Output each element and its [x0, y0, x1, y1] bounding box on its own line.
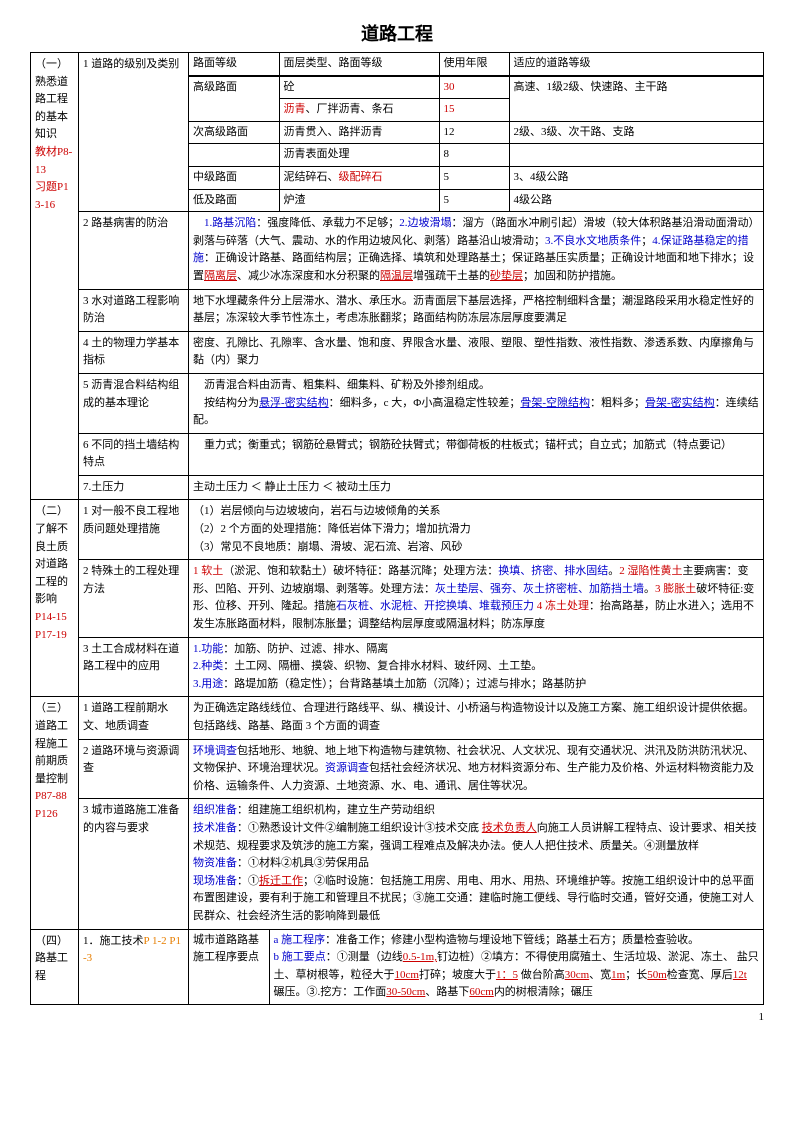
g6d: 4级公路	[509, 190, 763, 212]
sec2-header: （二）了解不良土质对道路工程的影响 P14-15 P17-19	[31, 500, 79, 697]
g3b: 沥青贯入、路拌沥青	[279, 122, 439, 144]
sec2-t3-txt: 1.功能：加筋、防护、过滤、排水、隔离 2.种类：土工网、隔栅、摸袋、织物、复合…	[189, 637, 764, 697]
g1d: 高速、1级2级、快速路、主干路	[509, 77, 763, 121]
grade-h2: 面层类型、路面等级	[279, 53, 439, 75]
sec1-t6: 6 不同的挡土墙结构特点	[79, 433, 189, 475]
sec1-header: （一）熟悉道路工程的基本知识 教材P8-13 习题P13-16	[31, 53, 79, 500]
g5b: 泥结碎石、级配碎石	[279, 167, 439, 189]
sec3-t2: 2 道路环境与资源调查	[79, 739, 189, 799]
sec1-t5: 5 沥青混合料结构组成的基本理论	[79, 373, 189, 433]
sec2-t3: 3 土工合成材料在道路工程中的应用	[79, 637, 189, 697]
sec4-header: （四）路基工程	[31, 929, 79, 1004]
g6b: 炉渣	[279, 190, 439, 212]
g3a: 次高级路面	[189, 122, 279, 144]
grade-h1: 路面等级	[189, 53, 279, 75]
sec1-t7-txt: 主动土压力 ＜ 静止土压力 ＜ 被动土压力	[189, 475, 764, 500]
g3d: 2级、3级、次干路、支路	[509, 122, 763, 144]
sec1-t7: 7.土压力	[79, 475, 189, 500]
sec4-t1: 1．施工技术P 1-2 P1-3	[79, 929, 189, 1004]
g1a: 高级路面	[189, 77, 279, 121]
sec2-t2-txt: 1 软土（淤泥、饱和软黏土）破坏特征：路基沉降；处理方法：换填、挤密、排水固结。…	[189, 560, 764, 637]
sec3-t1: 1 道路工程前期水文、地质调查	[79, 697, 189, 739]
sec1-t2: 2 路基病害的防治	[79, 212, 189, 289]
page-number: 1	[30, 1011, 764, 1023]
g4c: 8	[439, 144, 509, 166]
g6c: 5	[439, 190, 509, 212]
g6a: 低及路面	[189, 190, 279, 212]
sec1-t3-txt: 地下水埋藏条件分上层滞水、潜水、承压水。沥青面层下基层选择，严格控制细料含量；潮…	[189, 289, 764, 331]
sec4-row: a 施工程序：准备工作；修建小型构造物与埋设地下管线；路基土石方；质量检查验收。…	[269, 930, 763, 1004]
g2c: 15	[439, 99, 509, 121]
sec2-t1-txt: （1）岩层倾向与边坡坡向，岩石与边坡倾角的关系 （2）2 个方面的处理措施：降低…	[189, 500, 764, 560]
g1b: 砼	[279, 77, 439, 99]
sec3-t3: 3 城市道路施工准备的内容与要求	[79, 799, 189, 929]
g5a: 中级路面	[189, 167, 279, 189]
sec1-t6-txt: 重力式；衡重式；钢筋砼悬臂式；钢筋砼扶臂式；带御荷板的柱板式；锚杆式；自立式；加…	[189, 433, 764, 475]
g5d: 3、4级公路	[509, 167, 763, 189]
sec3-header: （三）道路工程施工前期质量控制 P87-88 P126	[31, 697, 79, 929]
grade-h3: 使用年限	[439, 53, 509, 75]
g3c: 12	[439, 122, 509, 144]
sec2-t2: 2 特殊土的工程处理方法	[79, 560, 189, 637]
sec1-t4: 4 土的物理力学基本指标	[79, 331, 189, 373]
g2b: 沥青、厂拌沥青、条石	[279, 99, 439, 121]
g5c: 5	[439, 167, 509, 189]
sec3-t3-txt: 组织准备：组建施工组织机构，建立生产劳动组织 技术准备：①熟悉设计文件②编制施工…	[189, 799, 764, 929]
sec1-t5-txt: 沥青混合料由沥青、粗集料、细集料、矿粉及外掺剂组成。 按结构分为悬浮-密实结构：…	[189, 373, 764, 433]
sec3-t2-txt: 环境调查包括地形、地貌、地上地下构造物与建筑物、社会状况、人文状况、现有交通状况…	[189, 739, 764, 799]
sec2-t1: 1 对一般不良工程地质问题处理措施	[79, 500, 189, 560]
grade-h4: 适应的道路等级	[509, 53, 763, 75]
g4b: 沥青表面处理	[279, 144, 439, 166]
sec1-t2-txt: 1.路基沉陷：强度降低、承载力不足够；2.边坡滑塌：溜方（路面水冲刷引起）滑坡（…	[189, 212, 764, 289]
grade-table: 路面等级 面层类型、路面等级 使用年限 适应的道路等级	[189, 53, 763, 76]
sec1-t3: 3 水对道路工程影响防治	[79, 289, 189, 331]
g1c: 30	[439, 77, 509, 99]
sec1-t1: 1 道路的级别及类别	[79, 53, 189, 212]
page-title: 道路工程	[30, 20, 764, 46]
sec1-t4-txt: 密度、孔隙比、孔隙率、含水量、饱和度、界限含水量、液限、塑限、塑性指数、液性指数…	[189, 331, 764, 373]
sec4-sub1: 城市道路路基施工程序要点	[189, 930, 269, 1004]
sec3-t1-txt: 为正确选定路线线位、合理进行路线平、纵、横设计、小桥涵与构造物设计以及施工方案、…	[189, 697, 764, 739]
main-table: （一）熟悉道路工程的基本知识 教材P8-13 习题P13-16 1 道路的级别及…	[30, 52, 764, 1005]
